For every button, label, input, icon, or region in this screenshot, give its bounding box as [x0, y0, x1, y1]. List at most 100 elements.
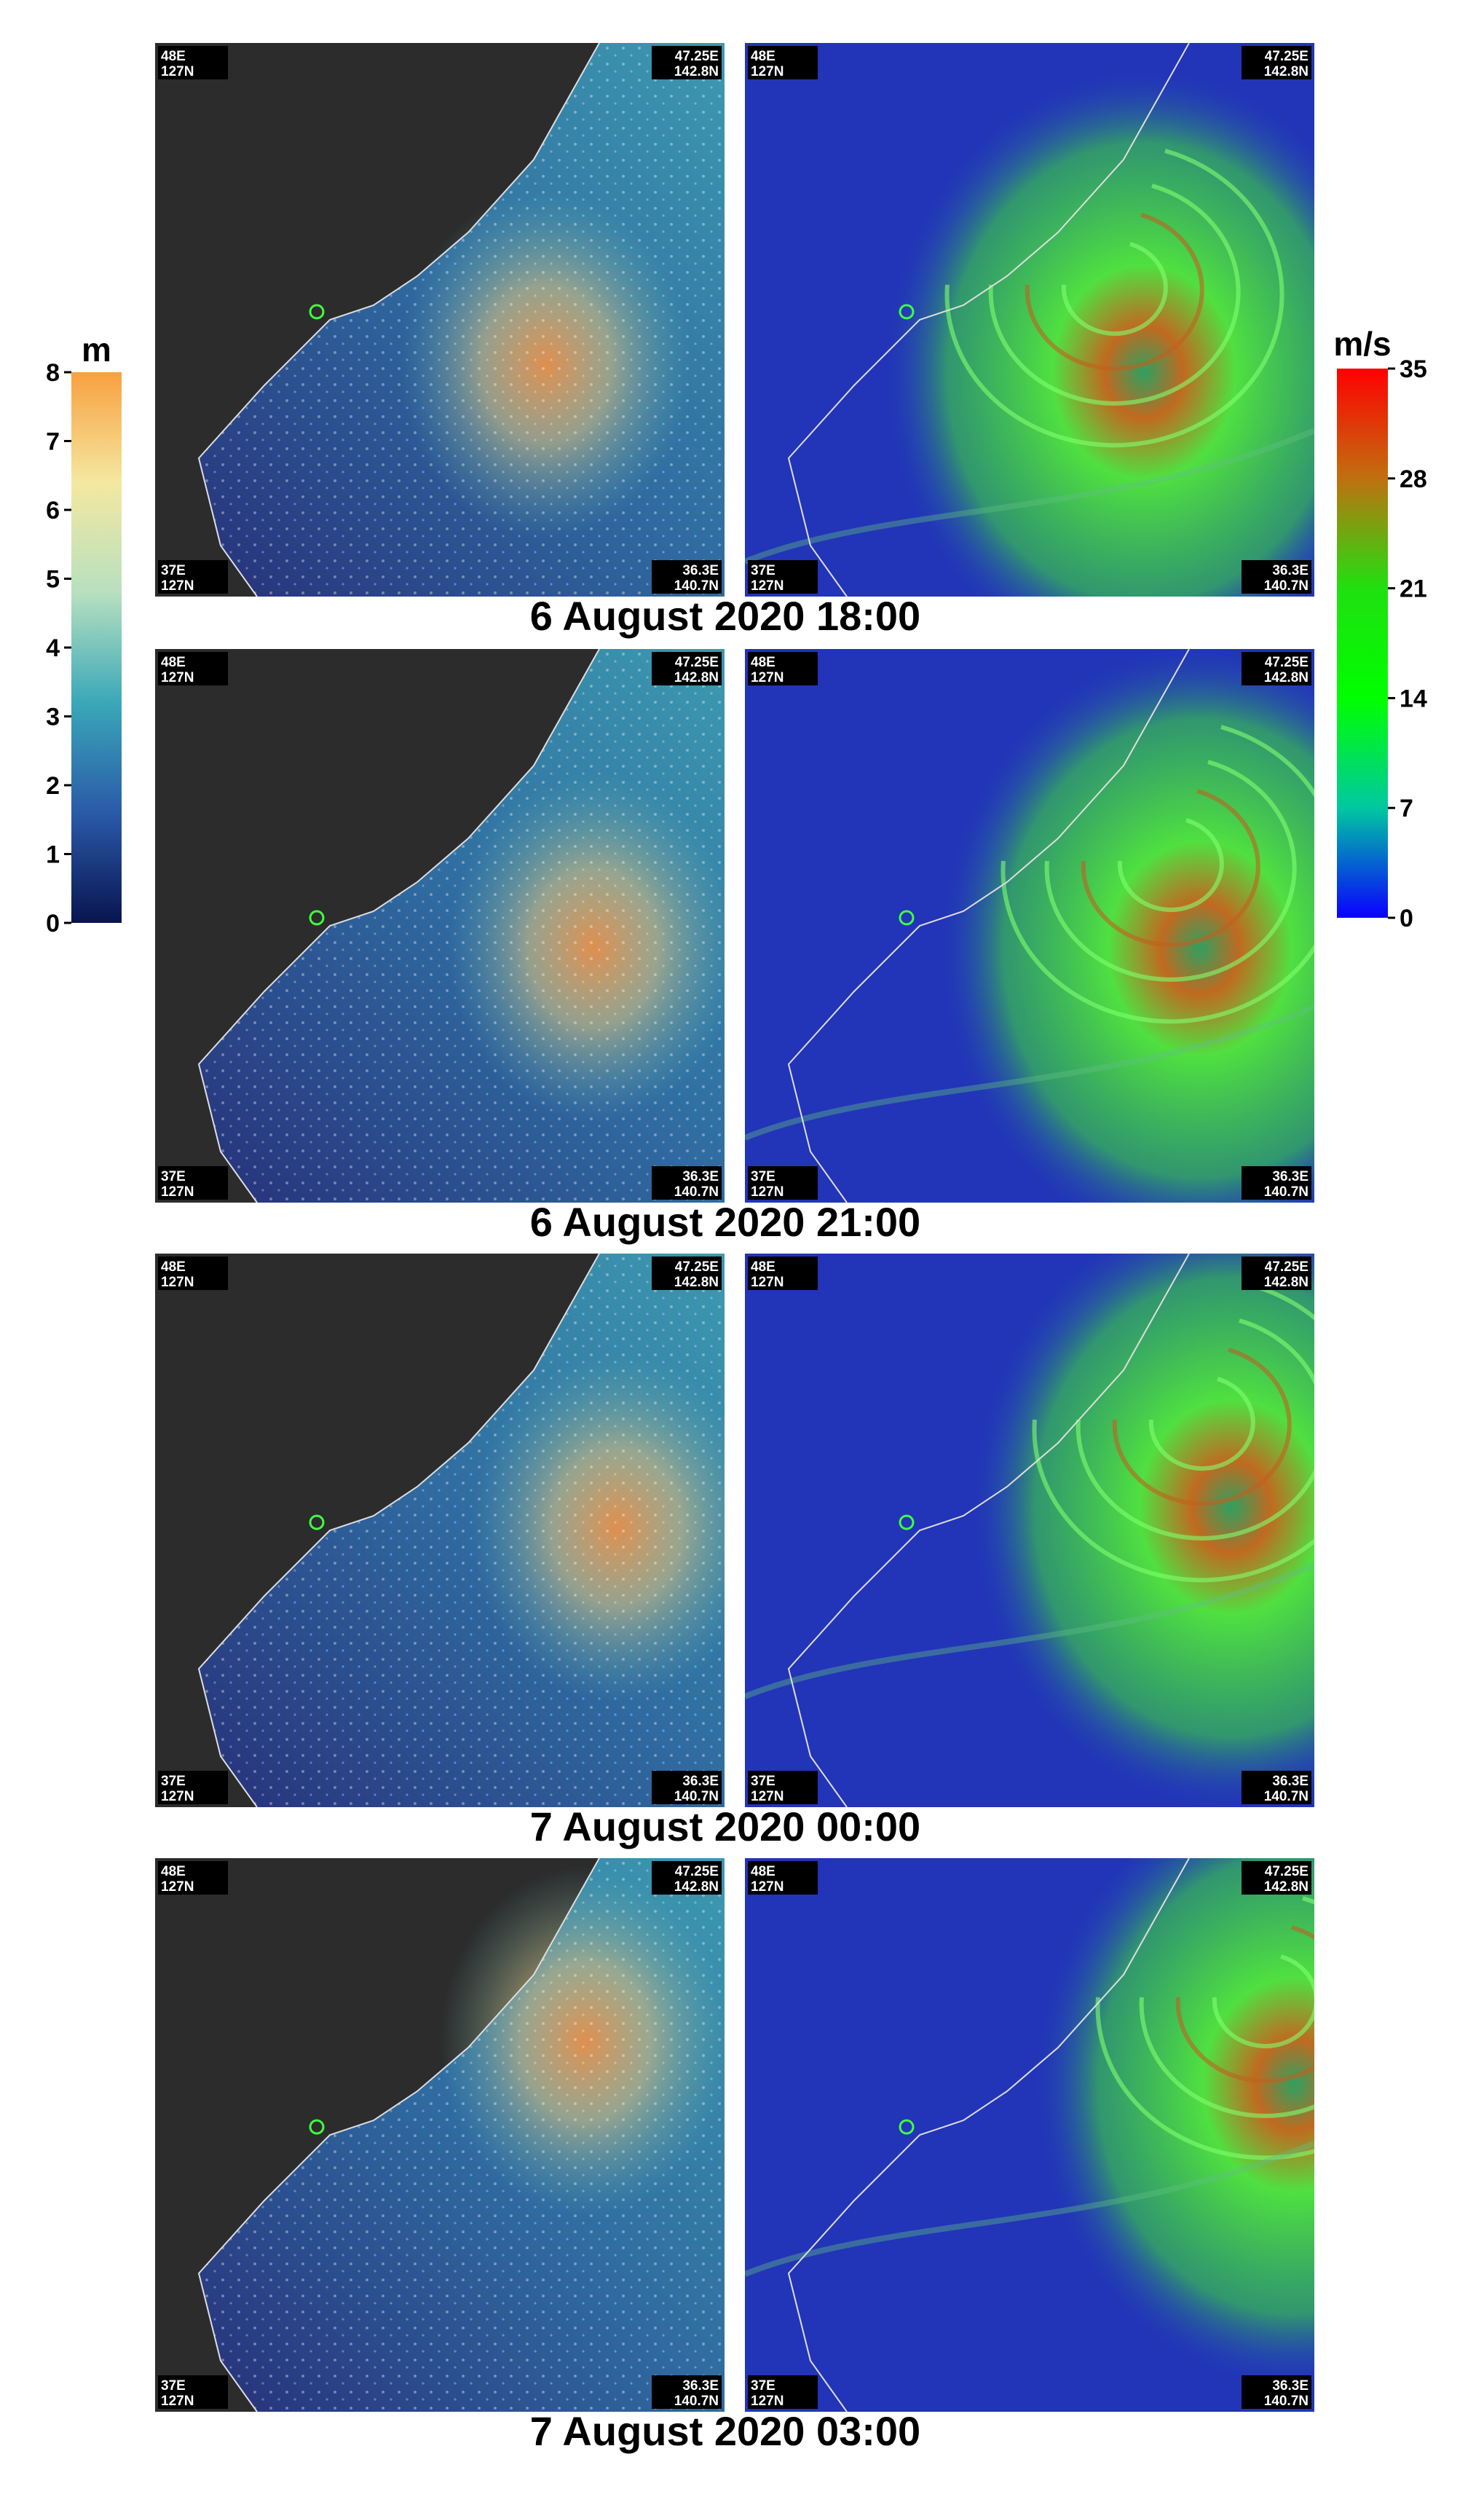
coord-lat: 127N	[751, 578, 784, 594]
coord-box	[1242, 1861, 1311, 1895]
coord-lon: 36.3E	[682, 1169, 719, 1184]
streamline	[1212, 1954, 1314, 2048]
coord-lat: 142.8N	[674, 670, 719, 685]
coord-lat: 127N	[751, 1789, 784, 1804]
coord-box	[652, 46, 722, 79]
coord-lat: 127N	[751, 1184, 784, 1200]
colorbar: m/s 0 7 14 21 28 35	[1333, 325, 1427, 932]
map	[155, 43, 725, 597]
wave-texture	[199, 43, 725, 597]
coord-lat: 140.7N	[674, 1184, 719, 1200]
coord-lon: 36.3E	[682, 1774, 719, 1789]
coord-lat: 142.8N	[1264, 64, 1309, 79]
streamline	[944, 149, 1284, 448]
streamline	[1044, 760, 1297, 982]
coastline	[787, 1858, 1190, 2412]
coord-lat: 127N	[161, 1789, 194, 1804]
tick-label: 0	[46, 910, 60, 937]
wind-field	[1033, 1858, 1314, 2391]
coord-lon: 47.25E	[675, 1259, 719, 1275]
coord-box	[748, 1771, 818, 1804]
streamline	[1175, 1925, 1314, 2083]
streamline	[1061, 242, 1168, 336]
coord-lat: 140.7N	[674, 578, 719, 594]
coastline	[787, 1254, 1190, 1807]
colorbar-unit: m/s	[1333, 325, 1391, 363]
coord-lon: 36.3E	[682, 563, 719, 578]
coord-lon: 48E	[161, 49, 186, 64]
site-marker	[899, 910, 915, 926]
coord-lat: 127N	[161, 64, 194, 79]
coord-box	[158, 560, 228, 594]
coord-lat: 142.8N	[674, 1275, 719, 1290]
coord-lat: 127N	[161, 578, 194, 594]
coord-box	[748, 2375, 818, 2409]
coord-box	[1242, 1256, 1311, 1290]
streamline	[745, 1562, 1314, 1699]
coastline	[197, 649, 600, 1203]
coord-lat: 140.7N	[674, 1789, 719, 1804]
coord-box	[1242, 1166, 1311, 1200]
coord-lon: 47.25E	[675, 1864, 719, 1879]
coord-lat: 142.8N	[1264, 1275, 1309, 1290]
coord-lat: 142.8N	[1264, 670, 1309, 685]
coord-lon: 37E	[161, 563, 186, 578]
colorbar: m 0 1 2 3 4 5 6 7 8	[46, 331, 122, 937]
streamline	[1081, 789, 1260, 947]
coord-lat: 140.7N	[1264, 2394, 1309, 2409]
coord-lon: 37E	[161, 2378, 186, 2394]
coastline	[197, 43, 600, 597]
wave-texture	[199, 1858, 725, 2412]
site-marker	[899, 304, 915, 320]
coord-lon: 47.25E	[1265, 1864, 1309, 1879]
coord-lon: 47.25E	[675, 49, 719, 64]
tick-label: 8	[46, 359, 60, 387]
coord-lat: 142.8N	[674, 64, 719, 79]
coord-box	[748, 46, 818, 79]
map	[745, 1254, 1314, 1807]
colorbar-fill	[71, 372, 122, 923]
streamline	[1148, 1377, 1255, 1471]
tick-label: 0	[1400, 905, 1413, 932]
coord-lon: 36.3E	[1272, 1169, 1309, 1184]
coord-lon: 47.25E	[675, 655, 719, 670]
coord-box	[748, 1166, 818, 1200]
colorbar-unit: m	[82, 331, 111, 369]
coord-box	[158, 46, 228, 79]
tick-label: 1	[46, 841, 60, 869]
coastline	[197, 1858, 600, 2412]
colorbar-fill	[1337, 369, 1388, 918]
streamline	[1095, 1997, 1314, 2160]
tick-label: 21	[1400, 575, 1427, 603]
coord-box	[1242, 652, 1311, 685]
coord-lon: 37E	[161, 1774, 186, 1789]
streamline	[1032, 1283, 1314, 1583]
site-marker	[309, 910, 325, 926]
tick-label: 5	[46, 566, 60, 594]
coord-box	[652, 1771, 722, 1804]
coord-lat: 127N	[751, 2394, 784, 2409]
coastline	[787, 649, 1190, 1203]
streamline	[745, 1004, 1314, 1141]
wind-field	[938, 649, 1314, 1203]
coord-box	[158, 1771, 228, 1804]
map	[155, 649, 725, 1203]
coord-lat: 140.7N	[1264, 578, 1309, 594]
tick-label: 14	[1400, 685, 1427, 712]
map	[745, 649, 1314, 1203]
coord-lon: 37E	[751, 563, 775, 578]
coord-lon: 47.25E	[1265, 1259, 1309, 1275]
panel-time: 6 August 2020 18:00	[530, 593, 920, 639]
coord-box	[158, 2375, 228, 2409]
coord-box	[652, 652, 722, 685]
streamline	[1139, 1896, 1314, 2118]
coord-box	[748, 1861, 818, 1895]
coord-lat: 127N	[161, 2394, 194, 2409]
coastline	[197, 1254, 600, 1807]
wind-field	[969, 1254, 1314, 1807]
